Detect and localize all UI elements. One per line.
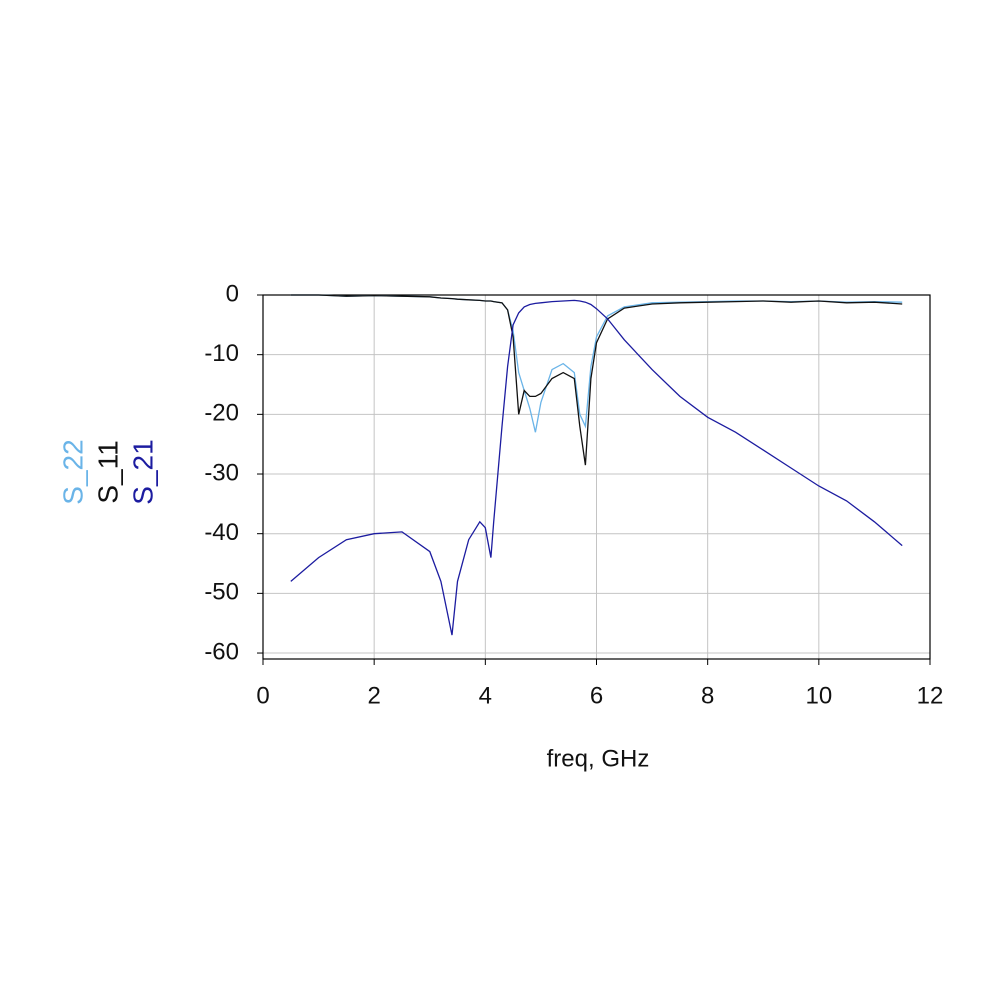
x-tick-label: 12 (917, 682, 944, 709)
y-tick-label: -20 (204, 400, 239, 427)
x-tick-label: 10 (805, 682, 832, 709)
legend-label: S_21 (127, 439, 158, 504)
y-tick-label: 0 (226, 280, 239, 307)
plot-frame (262, 294, 931, 660)
y-tick-label: -50 (204, 579, 239, 606)
series-line (290, 299, 903, 636)
x-axis-label: freq, GHz (547, 745, 650, 772)
x-tick-label: 0 (256, 682, 269, 709)
legend-label: S_11 (92, 440, 123, 503)
legend-label: S_22 (57, 439, 88, 504)
y-tick-label: -10 (204, 340, 239, 367)
x-tick-label: 8 (701, 682, 714, 709)
x-tick-label: 2 (367, 682, 380, 709)
y-tick-label: -30 (204, 459, 239, 486)
y-tick-label: -40 (204, 519, 239, 546)
x-tick-label: 4 (479, 682, 492, 709)
series-line (290, 294, 903, 466)
y-tick-label: -60 (204, 638, 239, 665)
x-tick-label: 6 (590, 682, 603, 709)
